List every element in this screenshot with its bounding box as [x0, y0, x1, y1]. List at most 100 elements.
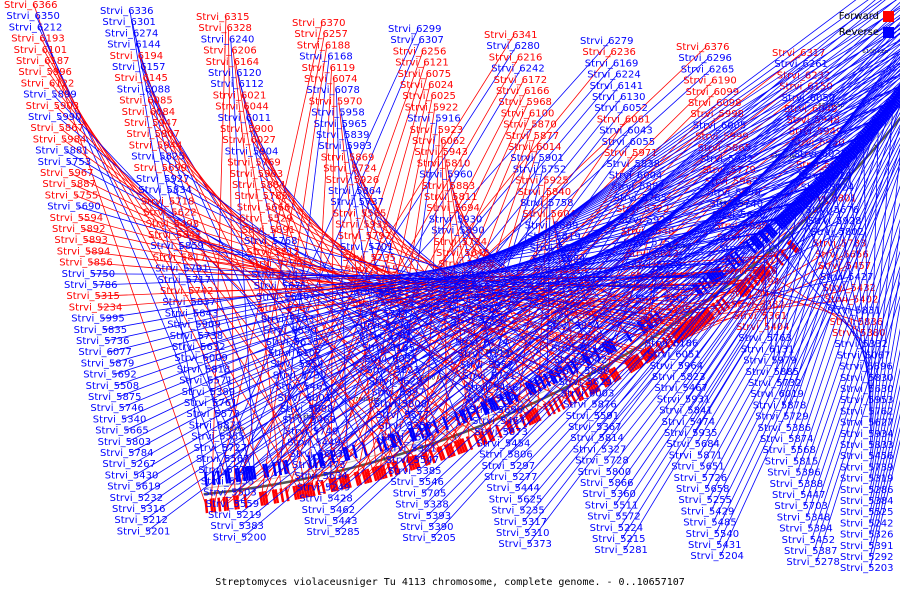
- feature-label: Strvi_5890: [431, 226, 485, 237]
- feature-label: Strvi_6062: [412, 136, 466, 147]
- feature-label: Strvi_5529: [239, 214, 293, 225]
- feature-label: Strvi_6009: [174, 353, 228, 364]
- feature-label: Strvi_5232: [110, 493, 164, 504]
- feature-label: Strvi_5389: [182, 387, 236, 398]
- feature-leader-line: [869, 302, 900, 479]
- feature-leader-line: [64, 150, 494, 405]
- feature-leader-line: [703, 118, 900, 478]
- feature-label: Strvi_6144: [107, 40, 161, 51]
- feature-label: Strvi_5791: [155, 264, 209, 275]
- feature-label: Strvi_5384: [840, 496, 894, 507]
- feature-leader-line: [412, 70, 900, 449]
- feature-label: Strvi_5877: [506, 131, 560, 142]
- feature-leader-line: [869, 426, 900, 558]
- feature-arrow: [533, 407, 542, 422]
- feature-label: Strvi_5656: [815, 250, 869, 261]
- feature-label: Strvi_6164: [206, 57, 260, 68]
- feature-label: Strvi_5733: [813, 238, 867, 249]
- feature-label: Strvi_5555: [191, 432, 245, 443]
- feature-arrow: [489, 397, 498, 412]
- feature-label: Strvi_5203: [840, 563, 894, 574]
- feature-leader-line: [321, 48, 900, 466]
- legend-item-forward: Forward: [839, 8, 894, 24]
- feature-leader-line: [681, 175, 829, 378]
- feature-leader-line: [213, 28, 419, 479]
- feature-label: Strvi_6212: [9, 22, 63, 33]
- feature-label: Strvi_5625: [489, 494, 543, 505]
- feature-arrow: [711, 302, 722, 316]
- feature-label: Strvi_5900: [220, 124, 274, 135]
- feature-leader-line: [185, 268, 697, 291]
- feature-arrow: [381, 436, 388, 451]
- feature-label: Strvi_5730: [273, 370, 327, 381]
- feature-label: Strvi_5321: [383, 444, 437, 455]
- feature-label: Strvi_5630: [840, 384, 894, 395]
- feature-label: Strvi_5219: [208, 510, 262, 521]
- feature-leader-line: [343, 123, 415, 435]
- feature-leader-line: [621, 91, 900, 540]
- feature-label: Strvi_5463: [282, 415, 336, 426]
- feature-label: Strvi_5752: [513, 164, 567, 175]
- feature-leader-line: [57, 116, 429, 430]
- feature-label: Strvi_5635: [266, 337, 320, 348]
- feature-label: Strvi_5235: [491, 506, 545, 517]
- feature-label: Strvi_5886: [796, 160, 850, 171]
- feature-leader-line: [424, 38, 900, 505]
- feature-leader-line: [345, 134, 437, 427]
- feature-leader-line: [523, 55, 900, 523]
- feature-label: Strvi_5255: [678, 495, 732, 506]
- feature-label: Strvi_6172: [494, 75, 548, 86]
- feature-label: Strvi_6078: [306, 85, 360, 96]
- feature-leader-line: [240, 84, 346, 455]
- feature-label: Strvi_5699: [134, 163, 188, 174]
- feature-label: Strvi_5701: [340, 242, 394, 253]
- feature-leader-line: [218, 40, 611, 478]
- feature-leader-line: [408, 85, 900, 427]
- tick-label: 6900 kbp: [421, 376, 447, 382]
- feature-label: Strvi_5934: [840, 429, 894, 440]
- feature-label: Strvi_5834: [138, 185, 192, 196]
- feature-leader-line: [811, 265, 900, 540]
- feature-label: Strvi_5916: [407, 114, 461, 125]
- feature-label: Strvi_5694: [426, 203, 480, 214]
- feature-label: Strvi_5742: [160, 286, 214, 297]
- feature-label: Strvi_5903: [26, 101, 80, 112]
- feature-leader-line: [513, 68, 900, 478]
- feature-leader-line: [144, 0, 869, 521]
- feature-label: Strvi_5390: [400, 522, 454, 533]
- feature-arrow: [343, 474, 350, 489]
- feature-leader-line: [808, 250, 900, 529]
- feature-label: Strvi_5427: [820, 272, 874, 283]
- feature-label: Strvi_6274: [105, 28, 159, 39]
- feature-leader-line: [36, 16, 227, 477]
- feature-leader-line: [743, 287, 764, 317]
- feature-label: Strvi_6194: [110, 51, 164, 62]
- feature-label: Strvi_6236: [582, 47, 636, 58]
- feature-label: Strvi_6119: [302, 63, 356, 74]
- feature-label: Strvi_5200: [213, 532, 267, 543]
- feature-leader-line: [324, 40, 900, 477]
- feature-leader-line: [804, 218, 900, 507]
- feature-label: Strvi_5770: [249, 258, 303, 269]
- feature-label: Strvi_6112: [210, 79, 264, 90]
- feature-label: Strvi_5234: [69, 302, 123, 313]
- feature-label: Strvi_5629: [558, 377, 612, 388]
- feature-leader-line: [146, 0, 857, 532]
- feature-leader-line: [326, 32, 900, 488]
- feature-leader-line: [796, 166, 900, 473]
- feature-label: Strvi_5755: [45, 190, 99, 201]
- feature-arrow: [410, 427, 418, 442]
- feature-leader-line: [316, 66, 900, 443]
- feature-leader-line: [525, 52, 900, 534]
- feature-arrow: [373, 466, 381, 481]
- feature-arrow: [297, 484, 303, 499]
- feature-label: Strvi_5604: [522, 209, 576, 220]
- feature-label: Strvi_5814: [570, 433, 624, 444]
- feature-leader-line: [62, 139, 483, 439]
- feature-leader-line: [236, 40, 421, 476]
- feature-label: Strvi_5703: [774, 501, 828, 512]
- feature-label: Strvi_5869: [321, 152, 375, 163]
- feature-leader-line: [712, 143, 900, 523]
- feature-label: Strvi_5930: [429, 214, 483, 225]
- feature-label: Strvi_5970: [309, 96, 363, 107]
